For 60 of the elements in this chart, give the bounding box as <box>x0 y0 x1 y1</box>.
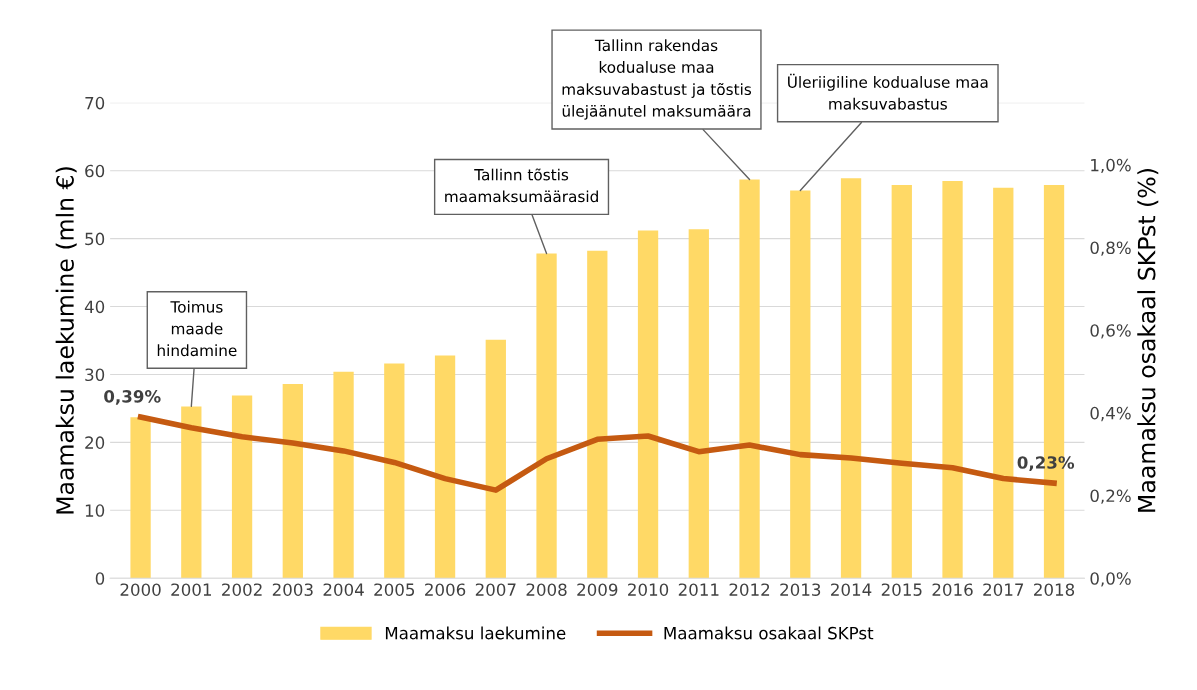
x-tick-label: 2007 <box>475 583 516 596</box>
annotation: Tallinn rakendas kodualuse maa maksuvabastust ja tõstis ülejäänutel maksumäära <box>562 39 752 120</box>
y-tick-label: 60 <box>85 164 105 178</box>
bar <box>130 417 151 579</box>
x-tick-label: 2002 <box>222 583 262 596</box>
x-tick-label: 2006 <box>425 583 466 596</box>
bar <box>536 253 557 579</box>
x-tick-label: 2015 <box>881 583 922 596</box>
x-tick-label: 2005 <box>374 583 415 596</box>
y-axis-title: Maamaksu laekumine (mln €) <box>55 167 77 514</box>
bar <box>282 383 303 579</box>
x-tick-label: 2012 <box>729 583 770 596</box>
bar <box>688 229 709 579</box>
y-tick-label: 0 <box>95 572 105 585</box>
x-tick-label: 2010 <box>628 583 669 596</box>
annotation: Toimus maade hindamine <box>157 300 237 357</box>
x-tick-label: 2009 <box>577 583 618 596</box>
y-tick-label: 10 <box>85 504 105 517</box>
bar <box>485 339 506 579</box>
bar <box>181 406 202 579</box>
x-tick-label: 2008 <box>526 583 567 596</box>
bar <box>942 180 963 579</box>
x-tick-label: 2016 <box>932 583 973 596</box>
x-tick-label: 2013 <box>780 583 821 596</box>
bar <box>333 371 354 579</box>
y-tick-label: 40 <box>84 300 105 314</box>
x-tick-label: 2014 <box>831 583 872 596</box>
bar <box>637 230 659 579</box>
data-label: 0,39% <box>104 390 161 405</box>
y-tick-label: 20 <box>85 436 105 449</box>
y-tick-label: 30 <box>85 368 105 382</box>
bar <box>790 190 811 579</box>
x-tick-label: 2004 <box>323 583 364 596</box>
legend-label: Maamaksu osakaal SKPst <box>664 626 874 640</box>
x-tick-label: 2018 <box>1034 583 1075 596</box>
legend-label: Maamaksu laekumine <box>385 626 566 640</box>
annotation: Tallinn tõstis maamaksumäärasid <box>445 168 598 203</box>
bar <box>891 184 912 579</box>
y2-tick-label: 0,0% <box>1090 572 1131 587</box>
bar <box>231 395 253 579</box>
y-tick-label: 50 <box>85 232 105 246</box>
x-tick-label: 2001 <box>171 583 211 596</box>
bar <box>840 178 862 579</box>
x-tick-label: 2017 <box>983 583 1024 596</box>
bar <box>993 187 1014 579</box>
y2-axis-title: Maamaksu osakaal SKPst (%) <box>1137 169 1159 512</box>
y-tick-label: 70 <box>85 96 105 110</box>
bar <box>739 179 760 579</box>
y2-tick-label: 0,2% <box>1090 489 1131 504</box>
bar <box>434 355 456 579</box>
bar <box>587 250 608 579</box>
x-tick-label: 2000 <box>120 583 161 596</box>
y2-tick-label: 0,8% <box>1090 241 1131 256</box>
y2-tick-label: 1,0% <box>1091 158 1131 174</box>
x-tick-label: 2011 <box>678 583 719 596</box>
x-tick-label: 2003 <box>272 583 313 596</box>
annotation: Üleriigiline kodualuse maa maksuvabastus <box>788 73 988 110</box>
y2-tick-label: 0,6% <box>1090 324 1131 339</box>
bar <box>384 363 405 579</box>
y2-tick-label: 0,4% <box>1090 406 1131 422</box>
